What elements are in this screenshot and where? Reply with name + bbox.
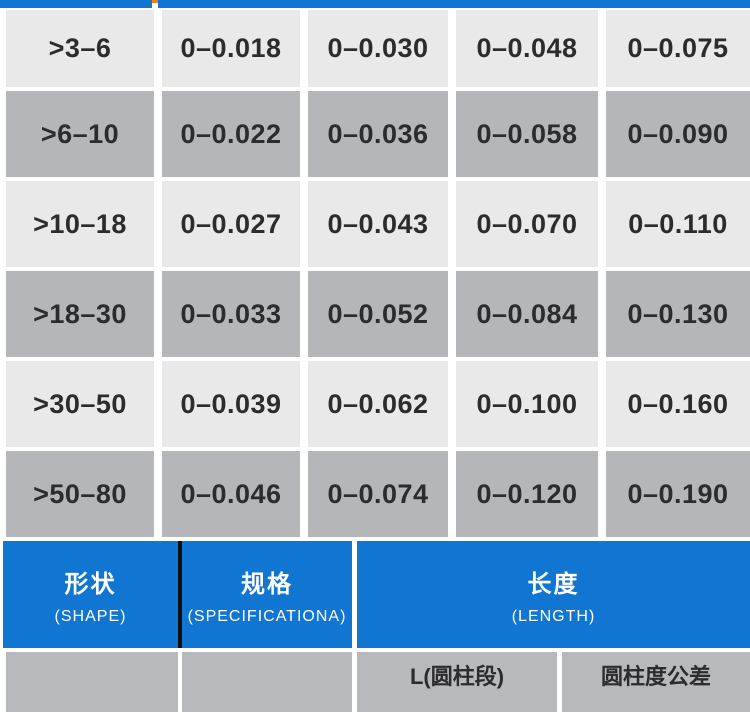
tolerance-cell: 0–0.084	[456, 271, 598, 357]
tolerance-cell: 0–0.160	[606, 361, 750, 447]
tolerance-table-row: >30–50 0–0.039 0–0.062 0–0.100 0–0.160	[6, 361, 750, 447]
tolerance-cell: 0–0.039	[162, 361, 300, 447]
tolerance-cell: 0–0.033	[162, 271, 300, 357]
spec-header-light-divider	[352, 541, 357, 648]
tolerance-cell: 0–0.018	[162, 10, 300, 87]
size-range-cell: >3–6	[6, 10, 154, 87]
partial-bottom-row: L(圆柱段) 圆柱度公差	[6, 652, 750, 712]
bottom-length-sub-right-cell: 圆柱度公差	[562, 652, 750, 712]
tolerance-cell: 0–0.074	[308, 451, 448, 537]
tolerance-cell: 0–0.027	[162, 181, 300, 267]
tolerance-cell: 0–0.100	[456, 361, 598, 447]
tolerance-cell: 0–0.048	[456, 10, 598, 87]
tolerance-cell: 0–0.090	[606, 91, 750, 177]
tolerance-cell: 0–0.022	[162, 91, 300, 177]
spec-header-dark-divider	[178, 541, 182, 648]
bottom-specification-cell	[182, 652, 352, 712]
tolerance-cell: 0–0.046	[162, 451, 300, 537]
shape-label-en: (SHAPE)	[54, 607, 127, 625]
tolerance-cell: 0–0.075	[606, 10, 750, 87]
size-range-cell: >30–50	[6, 361, 154, 447]
shape-label-zh: 形状	[64, 570, 117, 598]
tolerance-table-row: >6–10 0–0.022 0–0.036 0–0.058 0–0.090	[6, 91, 750, 177]
size-range-cell: >6–10	[6, 91, 154, 177]
tolerance-cell: 0–0.052	[308, 271, 448, 357]
tolerance-table-row: >50–80 0–0.046 0–0.074 0–0.120 0–0.190	[6, 451, 750, 537]
tolerance-table-row: >3–6 0–0.018 0–0.030 0–0.048 0–0.075	[6, 10, 750, 87]
tolerance-cell: 0–0.030	[308, 10, 448, 87]
tolerance-table-row: >18–30 0–0.033 0–0.052 0–0.084 0–0.130	[6, 271, 750, 357]
tolerance-cell: 0–0.190	[606, 451, 750, 537]
specification-label-zh: 规格	[241, 570, 293, 598]
tolerance-cell: 0–0.058	[456, 91, 598, 177]
tolerance-cell: 0–0.062	[308, 361, 448, 447]
top-strip-orange-tick	[152, 0, 158, 3]
tolerance-cell: 0–0.130	[606, 271, 750, 357]
tolerance-table-body: >3–6 0–0.018 0–0.030 0–0.048 0–0.075 >6–…	[6, 10, 750, 541]
tolerance-cell: 0–0.070	[456, 181, 598, 267]
spec-header-shape: 形状 (SHAPE)	[3, 541, 178, 648]
size-range-cell: >18–30	[6, 271, 154, 357]
size-range-cell: >10–18	[6, 181, 154, 267]
bottom-shape-cell	[6, 652, 178, 712]
top-strip-notch	[152, 0, 158, 8]
spec-header-specification: 规格 (SPECIFICATIONA)	[182, 541, 352, 648]
table-top-strip	[0, 0, 750, 8]
tolerance-cell: 0–0.120	[456, 451, 598, 537]
bottom-length-sub-left-cell: L(圆柱段)	[357, 652, 557, 712]
tolerance-cell: 0–0.043	[308, 181, 448, 267]
length-label-en: (LENGTH)	[511, 607, 596, 625]
spec-header-band: 形状 (SHAPE) 规格 (SPECIFICATIONA) 长度 (LENGT…	[3, 541, 750, 648]
length-label-zh: 长度	[527, 570, 580, 598]
tolerance-cell: 0–0.036	[308, 91, 448, 177]
spec-header-length: 长度 (LENGTH)	[357, 541, 750, 648]
tolerance-cell: 0–0.110	[606, 181, 750, 267]
tolerance-table-row: >10–18 0–0.027 0–0.043 0–0.070 0–0.110	[6, 181, 750, 267]
specification-label-en: (SPECIFICATIONA)	[187, 607, 347, 625]
size-range-cell: >50–80	[6, 451, 154, 537]
